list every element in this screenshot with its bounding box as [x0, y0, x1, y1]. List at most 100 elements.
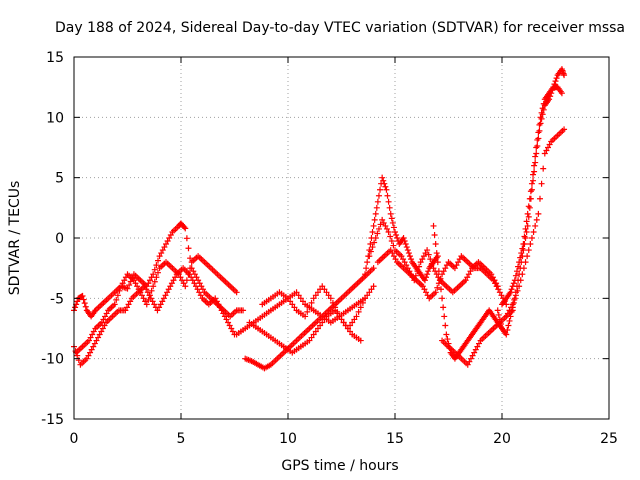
- data-point: [532, 153, 539, 160]
- data-point: [310, 331, 317, 338]
- data-point: [372, 235, 379, 241]
- data-point: [306, 304, 313, 311]
- data-point: [400, 235, 407, 241]
- data-point: [143, 301, 150, 308]
- data-point: [370, 222, 377, 229]
- data-point: [371, 216, 378, 223]
- data-point: [444, 336, 451, 343]
- data-point: [100, 316, 107, 323]
- data-point: [493, 283, 500, 290]
- data-point: [495, 311, 502, 318]
- data-point: [430, 265, 437, 272]
- data-point: [423, 289, 430, 296]
- data-point: [195, 277, 202, 284]
- data-point: [469, 352, 476, 359]
- data-point: [424, 247, 431, 254]
- data-point: [535, 129, 542, 136]
- data-point: [403, 262, 410, 269]
- data-point: [509, 283, 516, 290]
- data-point: [233, 289, 240, 296]
- data-point: [196, 289, 203, 296]
- data-point: [144, 289, 151, 296]
- data-point: [432, 241, 439, 248]
- data-point: [308, 299, 315, 306]
- data-point: [160, 295, 167, 302]
- data-point: [229, 328, 236, 335]
- data-point: [424, 271, 431, 278]
- data-point: [492, 280, 499, 287]
- data-point: [124, 285, 131, 292]
- data-point: [504, 327, 511, 334]
- data-point: [143, 286, 150, 293]
- data-point: [525, 247, 532, 254]
- data-point: [116, 287, 123, 294]
- data-point: [390, 253, 397, 260]
- data-point: [88, 346, 95, 353]
- data-point: [541, 150, 548, 157]
- data-point: [475, 340, 482, 347]
- grid: [74, 57, 609, 419]
- data-point: [416, 263, 423, 270]
- data-point: [103, 310, 110, 317]
- data-point: [111, 301, 118, 308]
- data-point: [375, 192, 382, 199]
- data-point: [504, 310, 511, 317]
- data-point: [363, 265, 370, 272]
- data-point: [187, 255, 194, 262]
- data-point: [137, 289, 144, 296]
- data-point: [379, 174, 386, 181]
- data-point: [145, 296, 152, 303]
- data-point: [553, 75, 560, 82]
- data-point: [369, 244, 376, 251]
- data-point: [187, 265, 194, 272]
- data-point: [191, 271, 198, 278]
- data-point: [228, 325, 235, 332]
- data-point: [312, 292, 319, 299]
- data-point: [99, 325, 106, 332]
- data-point: [151, 266, 158, 273]
- data-point: [521, 233, 528, 240]
- data-point: [380, 219, 387, 226]
- data-point: [545, 144, 552, 151]
- data-point: [132, 280, 139, 287]
- data-point: [157, 301, 164, 308]
- data-point: [503, 313, 510, 320]
- data-point: [383, 225, 390, 232]
- data-point: [74, 298, 81, 305]
- data-point: [520, 241, 527, 248]
- data-point: [530, 177, 537, 184]
- data-point: [432, 289, 439, 296]
- y-tick-label: -10: [41, 352, 64, 368]
- data-point: [546, 141, 553, 148]
- data-point: [496, 316, 503, 323]
- data-point: [393, 231, 400, 238]
- data-point: [533, 216, 540, 223]
- data-point: [388, 238, 395, 245]
- data-point: [516, 259, 523, 266]
- data-point: [527, 241, 534, 248]
- data-point: [520, 265, 527, 272]
- data-point: [85, 337, 92, 344]
- data-point: [506, 307, 513, 314]
- y-tick-label: 5: [55, 171, 64, 187]
- data-point: [362, 295, 369, 302]
- data-point: [126, 282, 133, 289]
- data-point: [389, 250, 396, 257]
- data-point: [527, 188, 534, 195]
- data-point: [198, 283, 205, 290]
- data-point: [167, 231, 174, 238]
- y-axis-label: SDTVAR / TECUs: [7, 181, 23, 296]
- data-point: [422, 250, 429, 257]
- chart-title: Day 188 of 2024, Sidereal Day-to-day VTE…: [55, 20, 625, 36]
- data-point: [435, 280, 442, 287]
- data-point: [364, 259, 371, 266]
- data-point: [310, 295, 317, 302]
- data-point: [113, 296, 120, 303]
- data-point: [357, 304, 364, 311]
- data-point: [78, 293, 85, 300]
- data-point: [540, 165, 547, 172]
- data-point: [543, 147, 550, 154]
- data-point: [197, 292, 204, 299]
- data-point: [293, 289, 300, 296]
- data-point: [102, 313, 109, 320]
